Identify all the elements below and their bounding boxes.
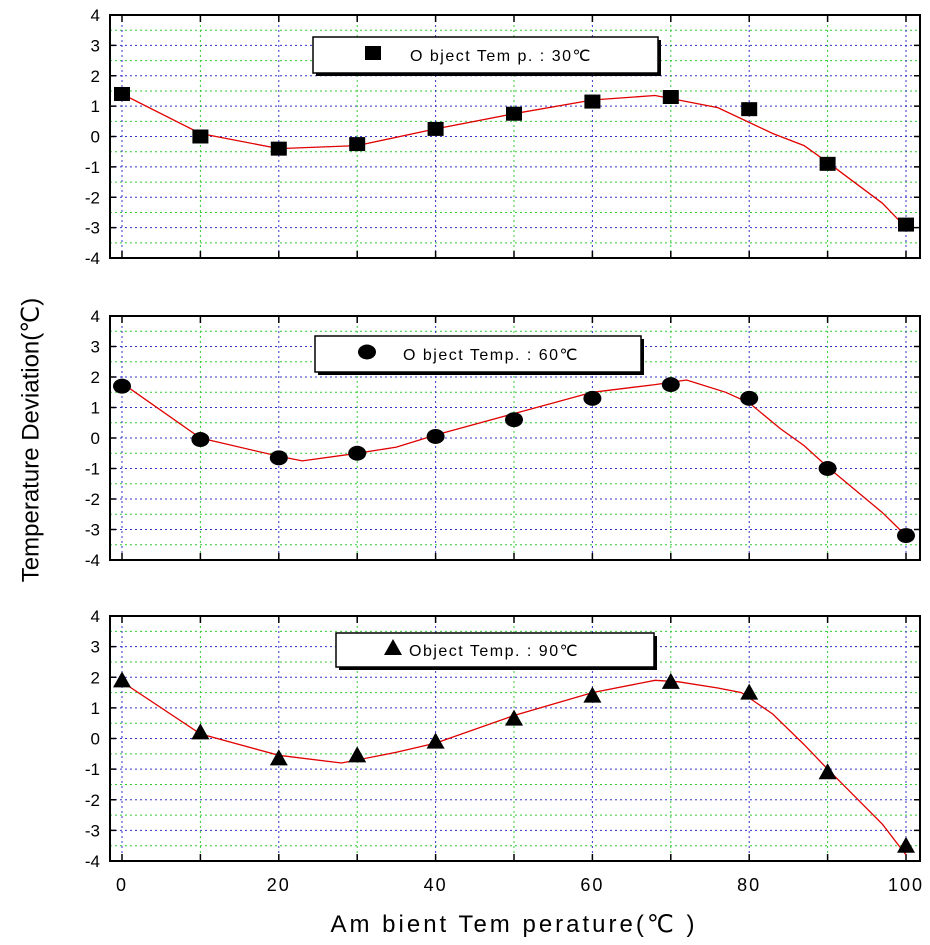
y-tick-label: 1 — [91, 699, 100, 718]
panel-2: -4 -3 -2 -1 0 1 2 3 4 O bject Temp. : 60℃ — [85, 307, 921, 570]
y-tick-label: -4 — [85, 551, 100, 570]
data-point — [348, 445, 367, 461]
data-point — [505, 412, 523, 428]
y-tick-label: 4 — [91, 6, 100, 25]
legend-label: O bject Temp. : 60℃ — [403, 347, 579, 364]
y-tick-label: 2 — [91, 668, 100, 687]
y-tick-label: 1 — [91, 399, 100, 418]
y-tick-label: -3 — [85, 219, 100, 238]
legend-marker — [384, 639, 402, 655]
x-tick-label: 20 — [267, 875, 291, 895]
legend-label: O bject Tem p. : 30℃ — [410, 48, 592, 65]
y-tick-label: 2 — [91, 368, 100, 387]
data-point — [113, 378, 131, 394]
y-tick-label: 1 — [91, 97, 100, 116]
data-point — [426, 428, 445, 444]
y-tick-label: 3 — [91, 338, 100, 357]
y-tick-label: 4 — [91, 307, 100, 326]
data-point — [269, 450, 288, 466]
data-point — [662, 90, 679, 105]
data-point — [898, 217, 914, 232]
data-point — [740, 390, 759, 406]
data-point — [819, 156, 836, 171]
x-axis-title: Am bient Tem perature(℃ ) — [331, 911, 698, 938]
y-tick-label: -2 — [85, 791, 100, 810]
data-point — [113, 671, 131, 688]
data-point — [818, 461, 837, 476]
data-point — [661, 377, 680, 393]
x-tick-label: 40 — [424, 875, 448, 895]
data-point — [349, 137, 366, 152]
y-axis-title: Temperature Deviation(℃) — [17, 298, 44, 582]
series-fit-line — [121, 679, 907, 856]
y-tick-label: -3 — [85, 521, 100, 540]
data-point — [584, 94, 601, 109]
y-tick-label: 0 — [91, 429, 100, 448]
data-point — [426, 732, 445, 749]
y-tick-label: 3 — [91, 36, 100, 55]
y-tick-label: -1 — [85, 460, 100, 479]
data-point — [740, 683, 759, 700]
x-tick-label: 60 — [580, 875, 604, 895]
legend-marker — [358, 344, 376, 360]
panel-3: -4 -3 -2 -1 0 1 2 3 4 Object Temp. : 90℃ — [85, 607, 921, 871]
data-point — [818, 763, 837, 780]
data-point — [269, 749, 288, 766]
data-point — [192, 129, 209, 144]
data-point — [661, 672, 680, 689]
data-point — [114, 86, 130, 101]
y-tick-label: 3 — [91, 638, 100, 657]
series-fit-line — [121, 379, 907, 537]
y-tick-label: -2 — [85, 490, 100, 509]
y-tick-label: -3 — [85, 821, 100, 840]
data-point — [741, 102, 758, 117]
data-point — [583, 686, 602, 703]
x-tick-label: 80 — [737, 875, 761, 895]
panel-1: -4 -3 -2 -1 0 1 2 3 4 O bject Tem p. : 30℃ — [85, 6, 921, 268]
data-point — [191, 432, 210, 448]
data-point — [505, 709, 523, 726]
y-tick-label: 0 — [91, 128, 100, 147]
x-tick-label: 0 — [116, 875, 128, 895]
y-tick-label: -4 — [85, 249, 100, 268]
legend-box — [335, 632, 655, 668]
data-point — [191, 723, 210, 740]
y-tick-label: -1 — [85, 158, 100, 177]
data-point — [583, 390, 602, 406]
data-point — [348, 746, 367, 763]
y-tick-label: -2 — [85, 188, 100, 207]
y-tick-label: 4 — [91, 607, 100, 626]
x-tick-label: 100 — [888, 875, 924, 895]
data-point — [897, 836, 915, 853]
data-point — [427, 121, 444, 136]
y-tick-label: -1 — [85, 760, 100, 779]
y-tick-label: -4 — [85, 852, 100, 871]
y-tick-label: 2 — [91, 67, 100, 86]
y-tick-label: 0 — [91, 730, 100, 749]
data-point — [506, 106, 522, 121]
legend-marker — [365, 46, 381, 60]
legend-label: Object Temp. : 90℃ — [409, 643, 579, 660]
data-point — [270, 141, 287, 156]
data-point — [897, 528, 915, 544]
